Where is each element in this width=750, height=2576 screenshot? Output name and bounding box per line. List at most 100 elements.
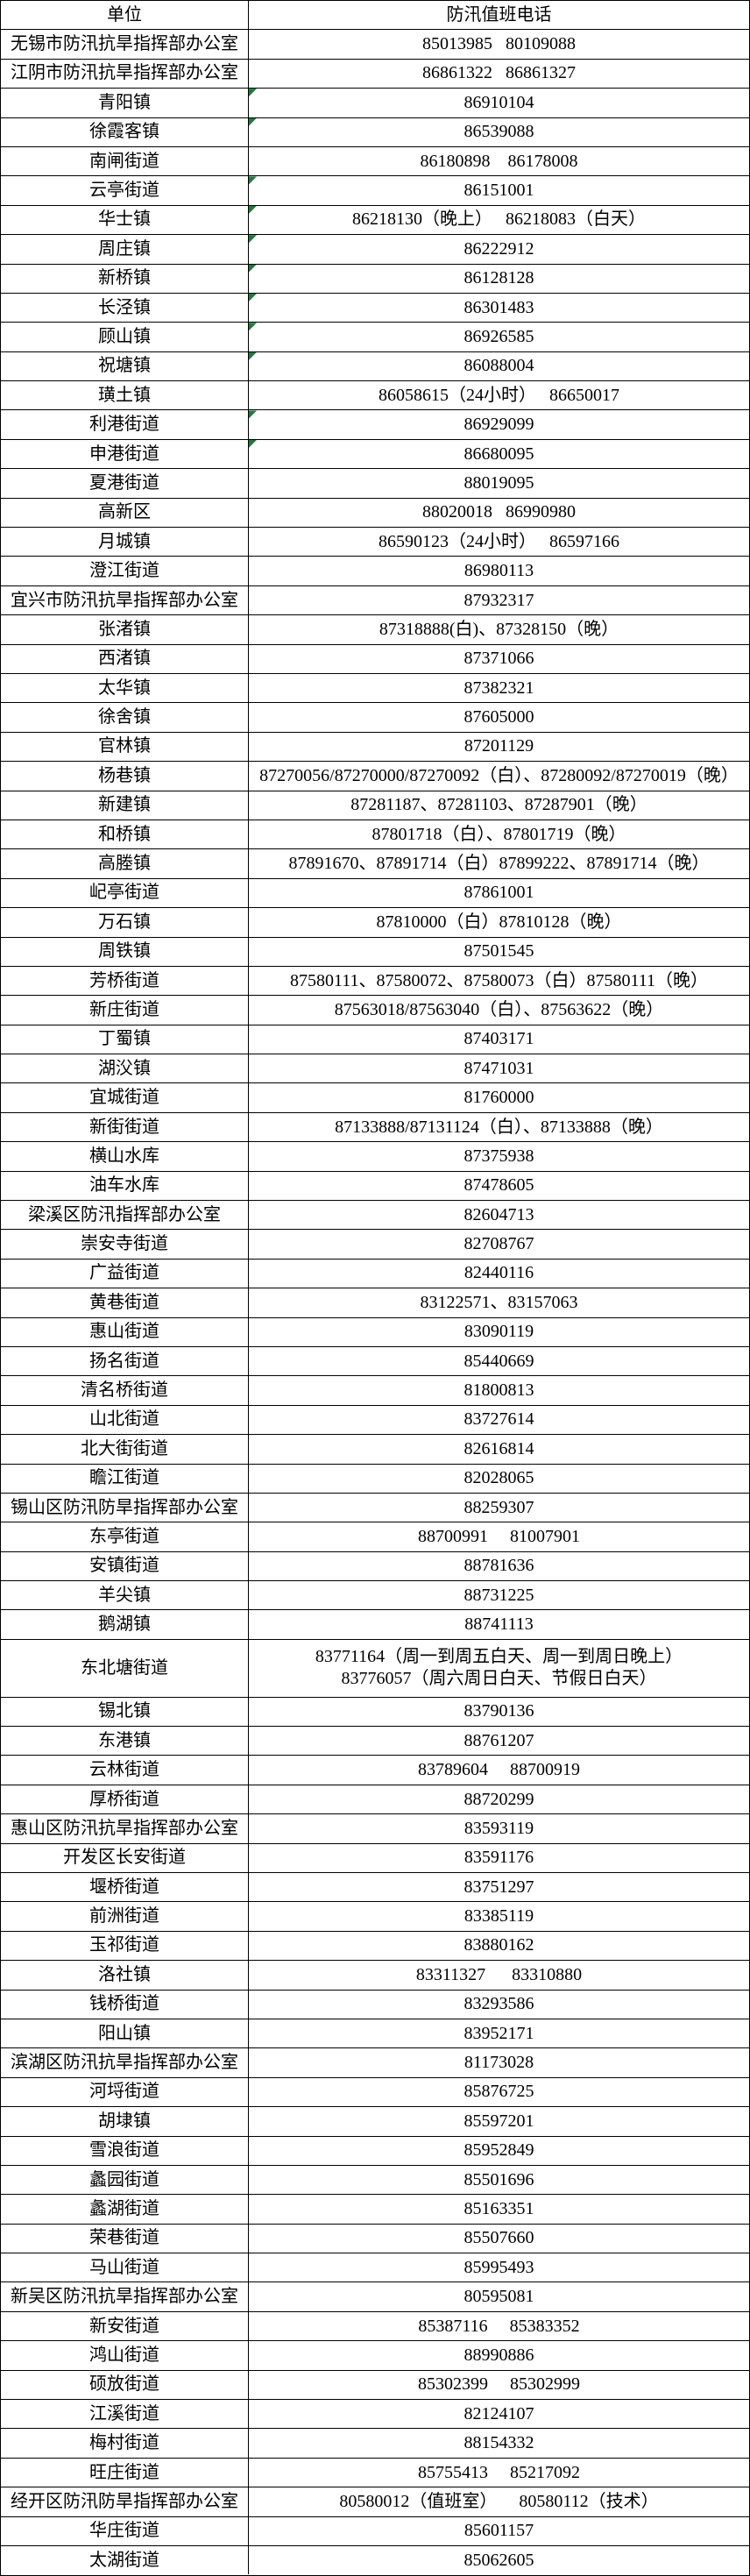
phone-cell: 86222912 — [249, 235, 749, 263]
unit-cell: 新庄街道 — [1, 996, 249, 1025]
table-row: 新庄街道 87563018/87563040（白）、87563622（晚） — [1, 996, 749, 1025]
phone-cell: 82604713 — [463, 1204, 534, 1224]
phone-cell: 85952849 — [463, 2140, 534, 2161]
table-row: 钱桥街道 83293586 — [1, 1990, 749, 2019]
unit-cell: 羊尖镇 — [1, 1581, 249, 1610]
unit-cell: 宜兴市防汛抗旱指挥部办公室 — [1, 585, 249, 615]
unit-cell: 湖㳇镇 — [1, 1054, 249, 1083]
unit-cell: 蠡园街道 — [1, 2165, 249, 2195]
phone-cell: 87891670、87891714（白）87899222、87891714（晚） — [288, 854, 710, 874]
table-row: 高新区 88020018 86990980 — [1, 498, 749, 529]
unit-cell: 玉祁街道 — [1, 1931, 249, 1961]
unit-cell: 青阳镇 — [1, 89, 249, 117]
phone-cell: 85013985 80109088 — [422, 34, 576, 54]
table-row: 河埒街道 85876725 — [1, 2077, 749, 2108]
table-row: 开发区长安街道 83591176 — [1, 1843, 749, 1874]
unit-cell: 华庄街道 — [1, 2516, 249, 2545]
table-row: 蠡园街道 85501696 — [1, 2165, 749, 2196]
table-row: 清名桥街道 81800813 — [1, 1376, 749, 1406]
table-row: 徐霞客镇 86539088 — [1, 117, 749, 147]
unit-cell: 阳山镇 — [1, 2019, 249, 2048]
table-row: 和桥镇 87801718（白）、87801719（晚） — [1, 820, 749, 850]
table-row: 长泾镇 86301483 — [1, 293, 749, 323]
unit-cell: 徐霞客镇 — [1, 117, 249, 146]
unit-cell: 黄巷街道 — [1, 1288, 249, 1317]
phone-cell: 82708767 — [463, 1234, 534, 1254]
unit-cell: 扬名街道 — [1, 1346, 249, 1376]
table-row: 东北塘街道 83771164（周一到周五白天、周一到周日晚上） 83776057… — [1, 1639, 749, 1698]
unit-cell: 蠡湖街道 — [1, 2195, 249, 2224]
unit-cell: 洛社镇 — [1, 1961, 249, 1990]
unit-cell: 东北塘街道 — [1, 1639, 249, 1697]
unit-cell: 雪浪街道 — [1, 2136, 249, 2165]
table-row: 羊尖镇 88731225 — [1, 1581, 749, 1611]
phone-cell: 85755413 85217092 — [418, 2462, 580, 2482]
table-row: 周庄镇 86222912 — [1, 235, 749, 265]
phone-cell: 87403171 — [463, 1029, 534, 1049]
table-row: 雪浪街道 85952849 — [1, 2136, 749, 2166]
phone-cell: 86929099 — [249, 410, 749, 438]
phone-cell: 83311327 83310880 — [415, 1964, 583, 1984]
phone-cell: 87932317 — [463, 590, 534, 610]
table-row: 太湖街道 85062605 — [1, 2546, 749, 2575]
phone-cell: 83880162 — [463, 1935, 534, 1955]
table-row: 北大街街道 82616814 — [1, 1435, 749, 1465]
table-row: 顾山镇 86926585 — [1, 323, 749, 352]
unit-cell: 山北街道 — [1, 1405, 249, 1435]
table-row: 云亭街道 86151001 — [1, 176, 749, 206]
unit-cell: 广益街道 — [1, 1259, 249, 1288]
phone-cell: 86088004 — [249, 352, 749, 380]
phone-cell: 82616814 — [463, 1438, 534, 1458]
unit-cell: 太华镇 — [1, 673, 249, 703]
unit-cell: 滨湖区防汛抗旱指挥部办公室 — [1, 2048, 249, 2077]
table-row: 新桥镇 86128128 — [1, 264, 749, 294]
table-row: 华庄街道 85601157 — [1, 2516, 749, 2546]
phone-cell: 87810000（白）87810128（晚） — [376, 912, 622, 932]
unit-cell: 官林镇 — [1, 732, 249, 762]
unit-cell: 申港街道 — [1, 439, 249, 469]
unit-cell: 瞻江街道 — [1, 1464, 249, 1493]
phone-cell: 87563018/87563040（白）、87563622（晚） — [334, 999, 664, 1019]
table-row: 前洲街道 83385119 — [1, 1902, 749, 1932]
unit-cell: 顾山镇 — [1, 323, 249, 351]
table-row: 万石镇 87810000（白）87810128（晚） — [1, 908, 749, 938]
table-row: 太华镇 87382321 — [1, 673, 749, 704]
table-row: 华士镇 86218130（晚上） 86218083（白天） — [1, 205, 749, 236]
phone-cell: 83293586 — [463, 1994, 534, 2014]
phone-cell: 87478605 — [463, 1175, 534, 1196]
phone-cell: 82028065 — [463, 1468, 534, 1488]
table-row: 胡埭镇 85597201 — [1, 2107, 749, 2137]
unit-cell: 锡山区防汛防旱指挥部办公室 — [1, 1493, 249, 1522]
table-row: 鹅湖镇 88741113 — [1, 1610, 749, 1640]
unit-cell: 新街街道 — [1, 1112, 249, 1142]
phone-cell: 83727614 — [463, 1409, 534, 1430]
table-row: 梅村街道 88154332 — [1, 2429, 749, 2459]
phone-cell: 86180898 86178008 — [420, 151, 578, 171]
table-row: 滨湖区防汛抗旱指挥部办公室 81173028 — [1, 2048, 749, 2078]
unit-cell: 新建镇 — [1, 791, 249, 820]
table-row: 惠山区防汛抗旱指挥部办公室 83593119 — [1, 1814, 749, 1844]
phone-cell: 87318888(白)、87328150（晚） — [379, 619, 619, 639]
phone-cell: 87471031 — [463, 1058, 534, 1078]
phone-cell: 85163351 — [463, 2199, 534, 2218]
unit-cell: 开发区长安街道 — [1, 1843, 249, 1873]
phone-cell: 88700991 81007901 — [418, 1527, 580, 1546]
table-row: 横山水库 87375938 — [1, 1142, 749, 1172]
unit-cell: 和桥镇 — [1, 820, 249, 849]
phone-cell: 88020018 86990980 — [422, 502, 576, 522]
table-row: 阳山镇 83952171 — [1, 2019, 749, 2049]
table-row: 南闸街道 86180898 86178008 — [1, 146, 749, 177]
phone-cell: 87382321 — [463, 678, 534, 698]
unit-cell: 胡埭镇 — [1, 2107, 249, 2136]
unit-cell: 硕放街道 — [1, 2370, 249, 2400]
unit-cell: 无锡市防汛抗旱指挥部办公室 — [1, 30, 249, 59]
unit-cell: 新吴区防汛抗旱指挥部办公室 — [1, 2282, 249, 2311]
unit-cell: 云林街道 — [1, 1756, 249, 1785]
table-row: 新吴区防汛抗旱指挥部办公室 80595081 — [1, 2282, 749, 2312]
table-row: 西渚镇 87371066 — [1, 644, 749, 674]
unit-cell: 璜土镇 — [1, 381, 249, 410]
phone-cell: 87801718（白）、87801719（晚） — [371, 824, 626, 844]
table-row: 利港街道 86929099 — [1, 410, 749, 440]
